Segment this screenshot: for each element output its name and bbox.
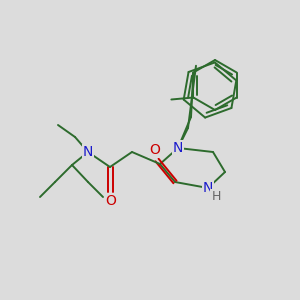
Text: H: H — [211, 190, 221, 202]
Text: N: N — [173, 141, 183, 155]
Text: N: N — [83, 145, 93, 159]
Text: N: N — [203, 181, 213, 195]
Text: O: O — [150, 143, 160, 157]
Text: O: O — [106, 194, 116, 208]
